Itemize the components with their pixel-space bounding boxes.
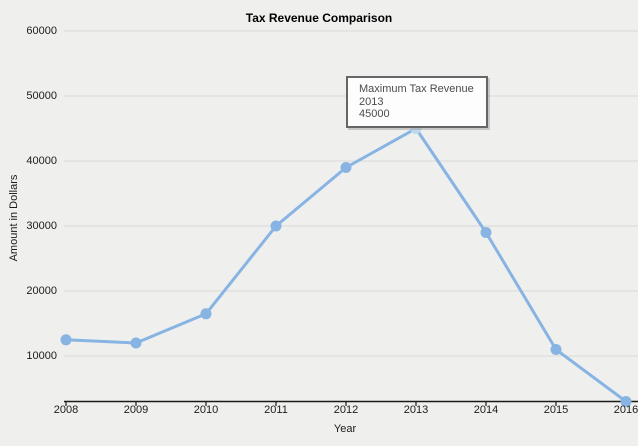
- data-point-2010[interactable]: [200, 308, 212, 320]
- y-tick-label: 60000: [26, 24, 57, 37]
- data-point-2008[interactable]: [60, 334, 72, 346]
- x-tick-label: 2010: [193, 404, 219, 416]
- x-tick-label: 2013: [403, 404, 429, 416]
- data-point-2011[interactable]: [270, 220, 282, 232]
- tooltip-y-value: 45000: [359, 108, 390, 120]
- tooltip: Maximum Tax Revenue 2013 45000: [346, 76, 488, 128]
- x-tick-label: 2011: [264, 404, 288, 416]
- x-tick-label: 2015: [543, 404, 569, 416]
- x-tick-label: 2008: [53, 404, 79, 416]
- y-tick-label: 10000: [26, 349, 57, 362]
- x-tick-label: 2012: [333, 404, 359, 416]
- tooltip-series-name: Maximum Tax Revenue: [359, 83, 474, 95]
- y-tick-label: 50000: [26, 89, 57, 102]
- tooltip-x-value: 2013: [359, 95, 384, 108]
- data-point-2015[interactable]: [550, 344, 562, 355]
- y-tick-label: 20000: [26, 284, 57, 297]
- x-tick-label: 2009: [123, 404, 149, 416]
- chart-title: Tax Revenue Comparison: [245, 11, 393, 25]
- x-axis-title: Year: [333, 423, 357, 435]
- x-tick-label: 2014: [473, 404, 499, 416]
- data-point-2016[interactable]: [620, 396, 632, 407]
- data-point-2014[interactable]: [480, 227, 492, 238]
- x-tick-label: 2016: [613, 404, 638, 416]
- y-tick-label: 40000: [26, 154, 57, 167]
- data-point-2009[interactable]: [130, 337, 142, 349]
- y-tick-label: 30000: [26, 219, 57, 232]
- data-point-2012[interactable]: [340, 162, 352, 173]
